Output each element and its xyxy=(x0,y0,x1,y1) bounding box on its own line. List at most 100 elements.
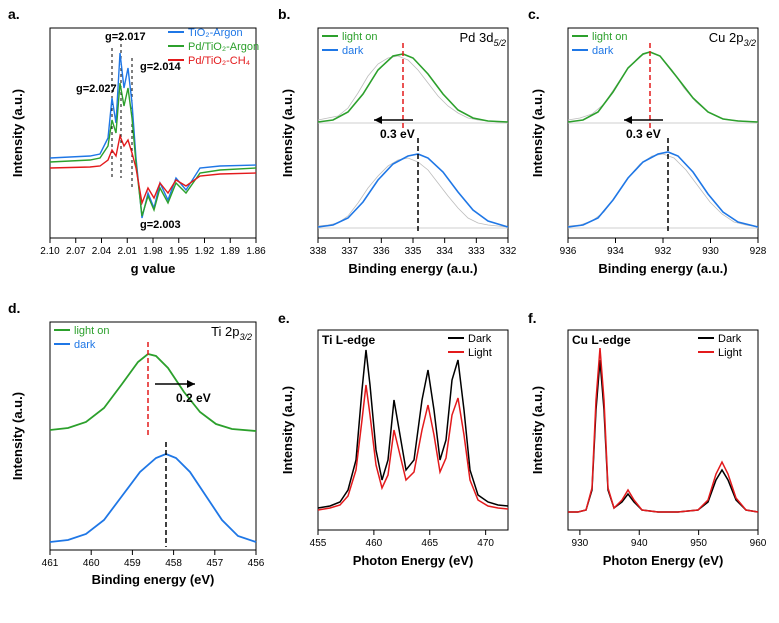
svg-text:930: 930 xyxy=(702,246,719,257)
svg-text:337: 337 xyxy=(341,246,358,257)
svg-text:333: 333 xyxy=(468,246,485,257)
svg-text:459: 459 xyxy=(124,558,141,569)
panel-a-label: a. xyxy=(8,6,20,22)
g-annot-2027: g=2.027 xyxy=(76,83,117,95)
panel-c-title: Cu 2p3/2 xyxy=(709,30,756,48)
panel-e-title: Ti L-edge xyxy=(322,333,375,347)
trace-b-light xyxy=(318,54,508,122)
svg-text:934: 934 xyxy=(607,246,624,257)
panel-c-label: c. xyxy=(528,6,540,22)
svg-text:456: 456 xyxy=(248,558,265,569)
panel-c-ylabel: Intensity (a.u.) xyxy=(530,89,545,177)
panel-a-svg: 2.10 2.07 2.04 2.01 1.98 1.95 1.92 1.89 … xyxy=(8,6,268,286)
svg-text:dark: dark xyxy=(342,45,364,57)
panel-b-legend: light on dark xyxy=(322,31,377,57)
svg-text:2.01: 2.01 xyxy=(118,246,138,257)
trace-d-dark xyxy=(50,454,256,542)
trace-b-dark xyxy=(318,154,508,227)
svg-text:Pd/TiO₂-Argon: Pd/TiO₂-Argon xyxy=(188,41,259,53)
panel-c-svg: 936 934 932 930 928 Binding energy (a.u.… xyxy=(528,6,768,286)
svg-text:Light: Light xyxy=(718,347,742,359)
svg-text:1.86: 1.86 xyxy=(246,246,266,257)
svg-text:458: 458 xyxy=(165,558,182,569)
trace-e-dark xyxy=(318,350,508,508)
g-annot-2017: g=2.017 xyxy=(105,31,146,43)
panel-c-shift: 0.3 eV xyxy=(626,127,661,141)
svg-text:932: 932 xyxy=(655,246,672,257)
panel-d-shift: 0.2 eV xyxy=(176,391,211,405)
panel-f-xlabel: Photon Energy (eV) xyxy=(603,553,724,568)
panel-b-svg: 338 337 336 335 334 333 332 Binding ener… xyxy=(278,6,518,286)
panel-d: d. 461 460 459 458 457 456 Binding energ… xyxy=(8,300,268,600)
svg-text:960: 960 xyxy=(750,538,767,549)
panel-e-xlabel: Photon Energy (eV) xyxy=(353,553,474,568)
trace-f-dark xyxy=(568,360,758,512)
svg-text:1.92: 1.92 xyxy=(195,246,215,257)
svg-text:470: 470 xyxy=(477,538,494,549)
svg-text:336: 336 xyxy=(373,246,390,257)
xtick: 2.10 xyxy=(40,238,60,257)
panel-e-legend: Dark Light xyxy=(448,333,492,359)
panel-f: f. 930 940 950 960 Photon Energy (eV) In… xyxy=(528,310,768,580)
svg-text:940: 940 xyxy=(631,538,648,549)
panel-d-xlabel: Binding energy (eV) xyxy=(92,572,215,587)
svg-text:2.04: 2.04 xyxy=(92,246,112,257)
trace-tio2-argon xyxy=(50,53,256,218)
panel-f-title: Cu L-edge xyxy=(572,333,631,347)
svg-text:TiO₂-Argon: TiO₂-Argon xyxy=(188,27,243,39)
panel-d-svg: 461 460 459 458 457 456 Binding energy (… xyxy=(8,300,268,600)
svg-text:light on: light on xyxy=(342,31,377,43)
svg-text:2.07: 2.07 xyxy=(66,246,86,257)
panel-b-title: Pd 3d5/2 xyxy=(460,30,507,48)
panel-f-svg: 930 940 950 960 Photon Energy (eV) Inten… xyxy=(528,310,768,580)
panel-d-title: Ti 2p3/2 xyxy=(211,324,252,342)
trace-d-light xyxy=(50,354,256,431)
svg-text:1.95: 1.95 xyxy=(169,246,189,257)
svg-text:Dark: Dark xyxy=(718,333,742,345)
panel-b-label: b. xyxy=(278,6,290,22)
svg-text:930: 930 xyxy=(572,538,589,549)
panel-e-svg: 455 460 465 470 Photon Energy (eV) Inten… xyxy=(278,310,518,580)
panel-d-ylabel: Intensity (a.u.) xyxy=(10,392,25,480)
panel-b-xlabel: Binding energy (a.u.) xyxy=(348,261,477,276)
svg-text:461: 461 xyxy=(42,558,59,569)
panel-a-xlabel: g value xyxy=(131,261,176,276)
svg-text:460: 460 xyxy=(83,558,100,569)
svg-text:dark: dark xyxy=(74,339,96,351)
g-annot-2003: g=2.003 xyxy=(140,219,181,231)
panel-b: b. 338 337 336 335 334 333 332 Binding e… xyxy=(278,6,518,286)
panel-c-xlabel: Binding energy (a.u.) xyxy=(598,261,727,276)
g-annot-2014: g=2.014 xyxy=(140,61,182,73)
panel-e-label: e. xyxy=(278,310,290,326)
svg-text:Dark: Dark xyxy=(468,333,492,345)
panel-f-ylabel: Intensity (a.u.) xyxy=(530,386,545,474)
panel-f-label: f. xyxy=(528,310,537,326)
trace-c-light xyxy=(568,52,758,122)
svg-text:1.98: 1.98 xyxy=(143,246,163,257)
panel-a-legend: TiO₂-Argon Pd/TiO₂-Argon Pd/TiO₂-CH₄ xyxy=(168,27,259,67)
svg-text:dark: dark xyxy=(592,45,614,57)
svg-text:936: 936 xyxy=(560,246,577,257)
trace-c-dark xyxy=(568,152,758,227)
panel-b-shift: 0.3 eV xyxy=(380,127,415,141)
svg-text:928: 928 xyxy=(750,246,767,257)
svg-text:335: 335 xyxy=(405,246,422,257)
svg-text:338: 338 xyxy=(310,246,327,257)
svg-text:334: 334 xyxy=(436,246,453,257)
panel-c: c. 936 934 932 930 928 Binding energy (a… xyxy=(528,6,768,286)
panel-e-ylabel: Intensity (a.u.) xyxy=(280,386,295,474)
trace-f-light xyxy=(568,348,758,512)
panel-c-legend: light on dark xyxy=(572,31,627,57)
svg-text:light on: light on xyxy=(74,325,109,337)
svg-text:332: 332 xyxy=(500,246,517,257)
svg-text:950: 950 xyxy=(690,538,707,549)
panel-b-ylabel: Intensity (a.u.) xyxy=(280,89,295,177)
panel-d-label: d. xyxy=(8,300,20,316)
panel-a-ylabel: Intensity (a.u.) xyxy=(10,89,25,177)
panel-e: e. 455 460 465 470 Photon Energy (eV) In… xyxy=(278,310,518,580)
svg-text:465: 465 xyxy=(421,538,438,549)
svg-text:455: 455 xyxy=(310,538,327,549)
panel-d-legend: light on dark xyxy=(54,325,109,351)
svg-text:2.10: 2.10 xyxy=(40,246,60,257)
panel-f-legend: Dark Light xyxy=(698,333,742,359)
